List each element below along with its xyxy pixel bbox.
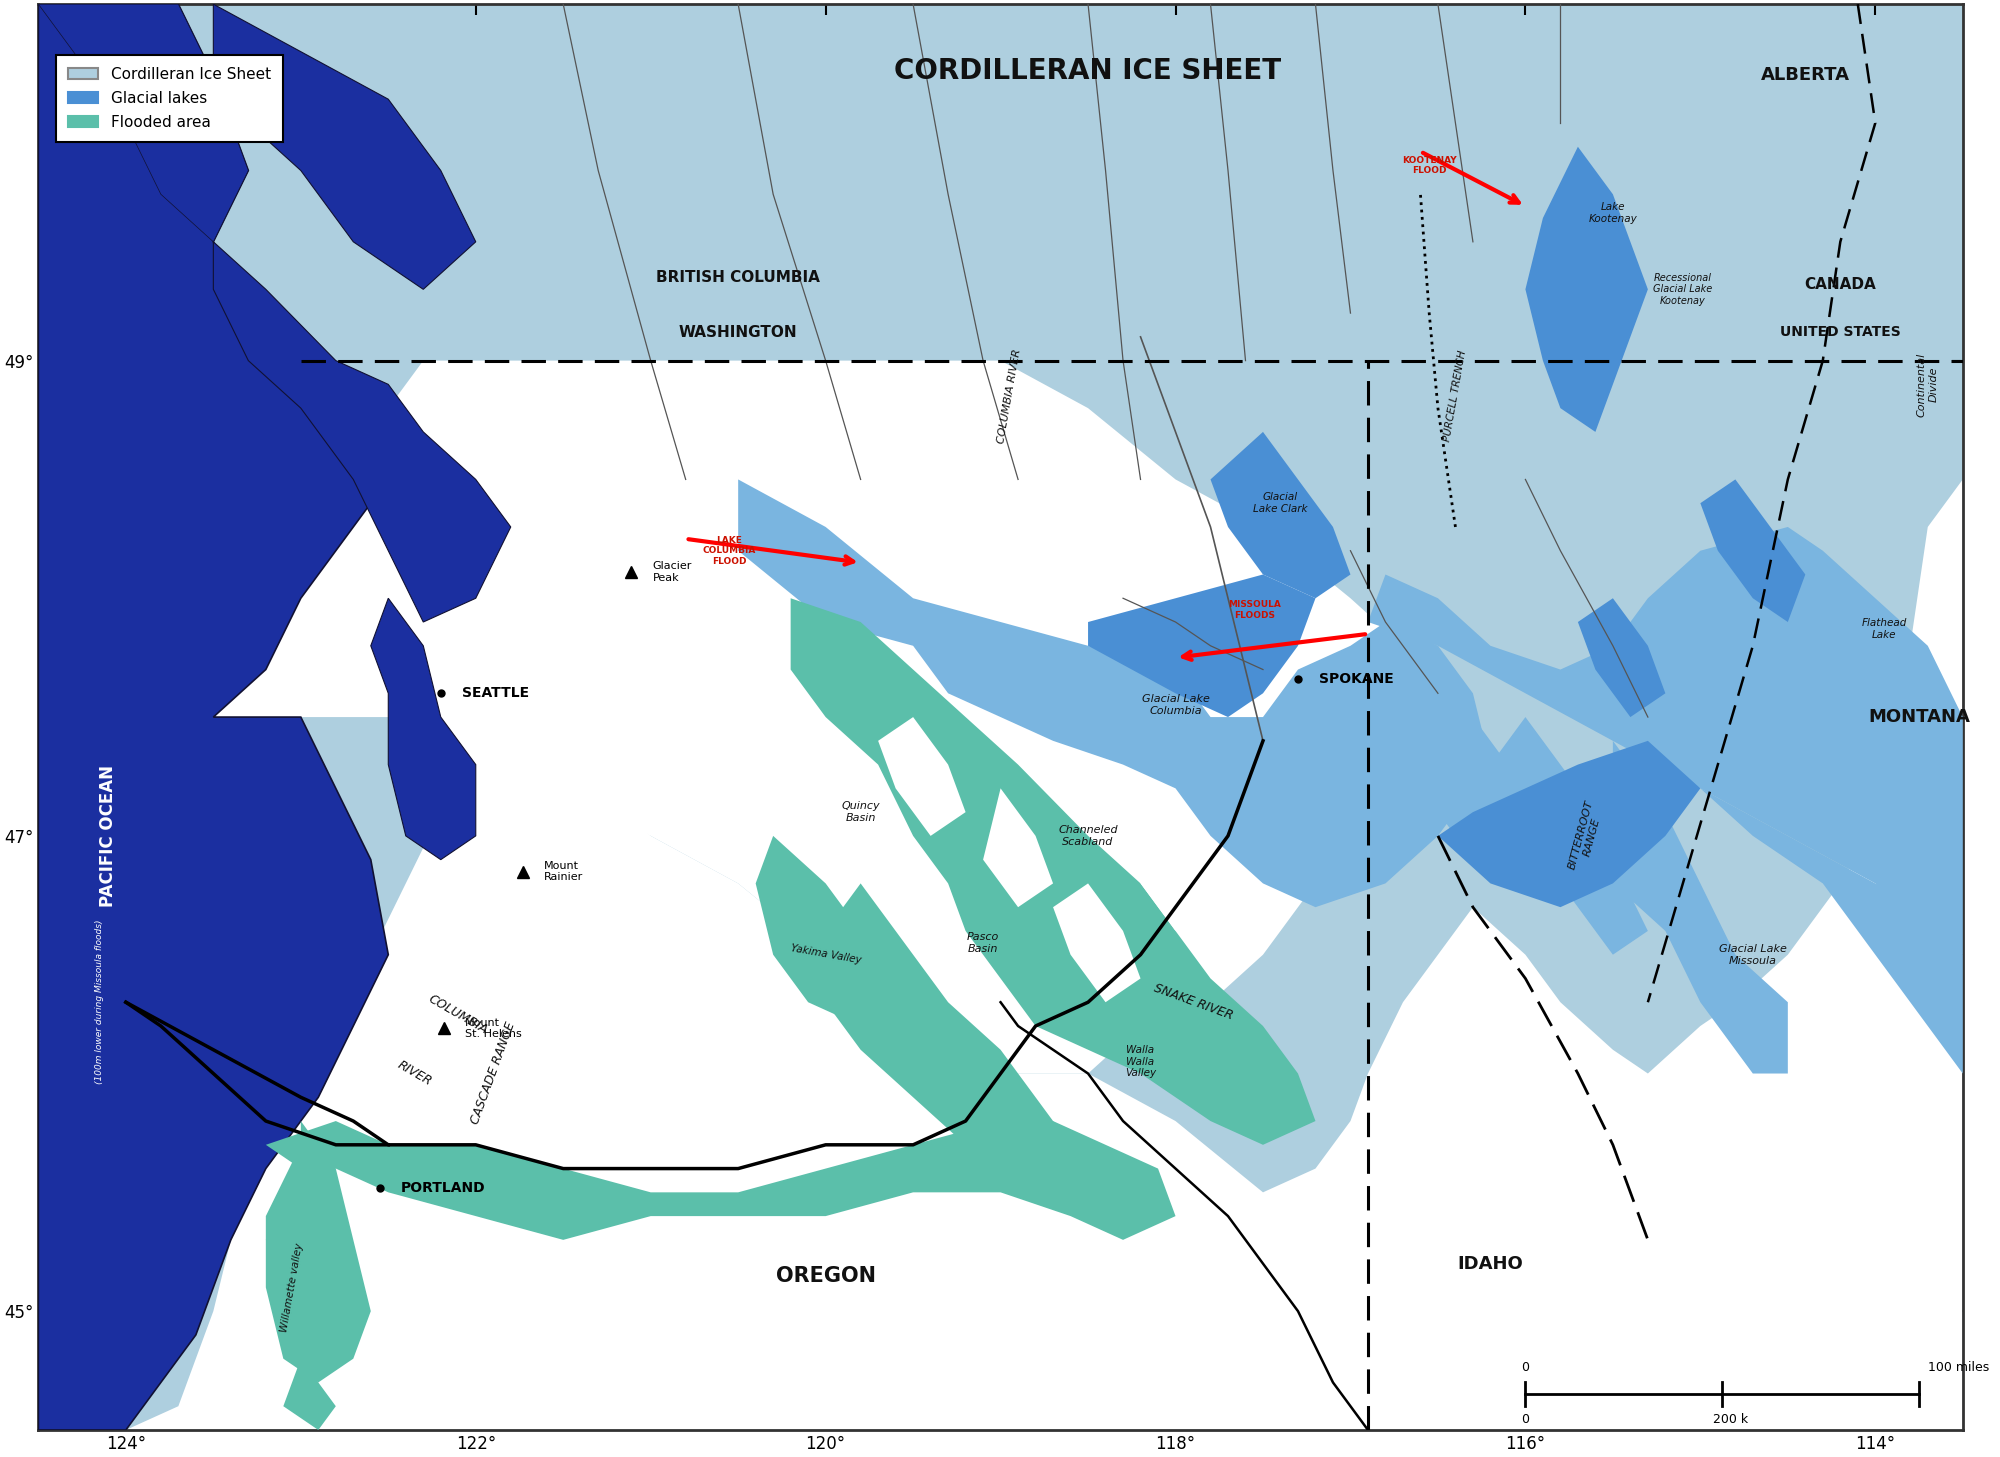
Polygon shape <box>1368 527 1962 954</box>
Polygon shape <box>1700 788 1962 1074</box>
Polygon shape <box>214 361 1438 1074</box>
Text: Glacial
Lake Clark: Glacial Lake Clark <box>1254 492 1308 514</box>
Text: COLUMBIA: COLUMBIA <box>426 992 490 1036</box>
Text: Mount
Rainier: Mount Rainier <box>544 861 584 883</box>
Text: SPOKANE: SPOKANE <box>1318 672 1394 686</box>
Text: 0: 0 <box>1522 1413 1530 1426</box>
Text: Flathead
Lake: Flathead Lake <box>1862 618 1906 640</box>
Text: Mount
St. Helens: Mount St. Helens <box>466 1017 522 1039</box>
Text: Yakima Valley: Yakima Valley <box>790 944 862 966</box>
Text: OREGON: OREGON <box>776 1266 876 1285</box>
Text: (100m lower during Missoula floods): (100m lower during Missoula floods) <box>96 919 104 1084</box>
Text: Quincy
Basin: Quincy Basin <box>842 801 880 823</box>
Text: Pasco
Basin: Pasco Basin <box>966 932 1000 954</box>
Polygon shape <box>826 788 896 860</box>
Text: Recessional
Glacial Lake
Kootenay: Recessional Glacial Lake Kootenay <box>1654 272 1712 306</box>
Text: Continental
Divide: Continental Divide <box>1916 353 1938 417</box>
Text: Channeled
Scabland: Channeled Scabland <box>1058 825 1118 847</box>
Polygon shape <box>266 1192 318 1288</box>
Text: MISSOULA
FLOODS: MISSOULA FLOODS <box>1228 600 1280 619</box>
Polygon shape <box>284 1359 336 1429</box>
Text: CORDILLERAN ICE SHEET: CORDILLERAN ICE SHEET <box>894 57 1282 85</box>
Text: RIVER: RIVER <box>396 1059 434 1088</box>
Text: BITTERROOT
RANGE: BITTERROOT RANGE <box>1568 798 1606 873</box>
Polygon shape <box>214 4 476 290</box>
Polygon shape <box>1490 717 1648 954</box>
Text: Lake
Kootenay: Lake Kootenay <box>1588 203 1638 224</box>
Text: PORTLAND: PORTLAND <box>400 1180 486 1195</box>
Text: ALBERTA: ALBERTA <box>1760 67 1850 85</box>
Text: WASHINGTON: WASHINGTON <box>678 325 798 339</box>
Text: CASCADE RANGE: CASCADE RANGE <box>468 1020 518 1126</box>
Polygon shape <box>1578 599 1666 717</box>
Polygon shape <box>38 4 248 242</box>
Text: SEATTLE: SEATTLE <box>462 686 528 701</box>
Polygon shape <box>38 479 1962 1429</box>
Polygon shape <box>984 788 1054 908</box>
Text: KOOTENAY
FLOOD: KOOTENAY FLOOD <box>1402 156 1456 175</box>
Text: 200 k: 200 k <box>1714 1413 1748 1426</box>
Polygon shape <box>1386 645 1526 860</box>
Polygon shape <box>1526 147 1648 431</box>
Polygon shape <box>266 1120 1176 1240</box>
Text: 0: 0 <box>1522 1361 1530 1374</box>
Text: Glacial Lake
Missoula: Glacial Lake Missoula <box>1718 944 1786 966</box>
Text: Glacial Lake
Columbia: Glacial Lake Columbia <box>1142 695 1210 715</box>
Polygon shape <box>756 836 896 1026</box>
Polygon shape <box>878 717 966 836</box>
Polygon shape <box>1140 836 1194 931</box>
Text: Walla
Walla
Valley: Walla Walla Valley <box>1124 1045 1156 1078</box>
Polygon shape <box>266 1120 370 1383</box>
Text: LAKE
COLUMBIA
FLOOD: LAKE COLUMBIA FLOOD <box>702 536 756 565</box>
Legend: Cordilleran Ice Sheet, Glacial lakes, Flooded area: Cordilleran Ice Sheet, Glacial lakes, Fl… <box>56 54 284 143</box>
Polygon shape <box>808 883 1070 1169</box>
Polygon shape <box>38 4 388 1429</box>
Polygon shape <box>790 599 1316 1145</box>
Text: BRITISH COLUMBIA: BRITISH COLUMBIA <box>656 270 820 286</box>
Polygon shape <box>738 479 1490 908</box>
Polygon shape <box>1088 574 1316 717</box>
Text: IDAHO: IDAHO <box>1458 1254 1524 1272</box>
Polygon shape <box>1612 740 1788 1074</box>
Polygon shape <box>1210 431 1350 599</box>
Polygon shape <box>370 599 476 860</box>
Text: PACIFIC OCEAN: PACIFIC OCEAN <box>100 765 118 906</box>
Text: 100 miles: 100 miles <box>1928 1361 1990 1374</box>
Text: CANADA: CANADA <box>1804 277 1876 291</box>
Text: MONTANA: MONTANA <box>1868 708 1970 726</box>
Polygon shape <box>1054 883 1140 1002</box>
Text: Willamette valley: Willamette valley <box>280 1241 304 1333</box>
Polygon shape <box>214 242 510 622</box>
Text: SNAKE RIVER: SNAKE RIVER <box>1152 982 1234 1023</box>
Text: COLUMBIA RIVER: COLUMBIA RIVER <box>996 348 1022 444</box>
Text: UNITED STATES: UNITED STATES <box>1780 325 1900 339</box>
Polygon shape <box>1700 479 1806 622</box>
Text: Glacier
Peak: Glacier Peak <box>652 561 692 583</box>
Polygon shape <box>1438 740 1700 908</box>
Text: PURCELL TRENCH: PURCELL TRENCH <box>1442 350 1468 443</box>
